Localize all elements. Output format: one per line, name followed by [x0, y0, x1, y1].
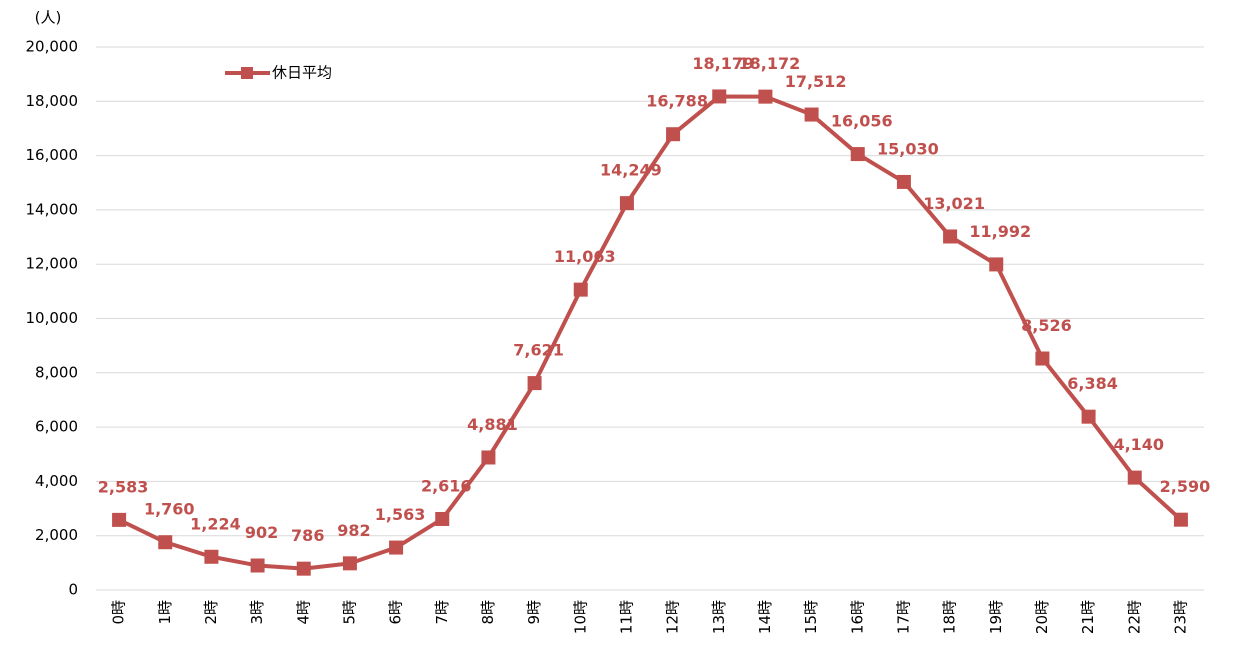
point: [666, 127, 681, 142]
x-tick-label: 20時: [1033, 600, 1051, 634]
value-label: 18,172: [739, 54, 801, 73]
point: [1035, 351, 1050, 366]
point: [481, 450, 496, 465]
point: [204, 549, 219, 564]
y-tick-label: 0: [68, 581, 78, 599]
value-label: 6,384: [1067, 374, 1118, 393]
x-tick-label: 12時: [664, 600, 682, 634]
point: [250, 558, 265, 573]
point: [1081, 409, 1096, 424]
point: [342, 556, 357, 571]
value-label: 11,992: [969, 222, 1031, 241]
point: [1173, 512, 1188, 527]
value-label: 13,021: [923, 194, 985, 213]
point: [1127, 470, 1142, 485]
point: [989, 257, 1004, 272]
point: [389, 540, 404, 555]
point: [712, 89, 727, 104]
value-label: 2,590: [1160, 477, 1211, 496]
legend-label: 休日平均: [272, 64, 332, 82]
value-label: 902: [245, 523, 278, 542]
value-label: 4,140: [1113, 435, 1164, 454]
x-tick-label: 17時: [894, 600, 912, 634]
x-tick-label: 1時: [156, 600, 174, 625]
value-label: 7,621: [513, 341, 564, 360]
point: [573, 282, 588, 297]
value-label: 1,224: [190, 514, 241, 533]
x-tick-label: 13時: [710, 600, 728, 634]
x-tick-label: 14時: [756, 600, 774, 634]
point: [850, 147, 865, 162]
x-tick-label: 16時: [848, 600, 866, 634]
y-tick-label: 12,000: [26, 255, 79, 273]
x-tick-label: 3時: [248, 600, 266, 625]
x-tick-label: 10時: [571, 600, 589, 634]
point: [619, 196, 634, 211]
value-label: 14,249: [600, 161, 662, 180]
value-label: 11,063: [554, 247, 616, 266]
y-tick-label: 18,000: [26, 92, 79, 110]
x-tick-label: 19時: [987, 600, 1005, 634]
x-tick-label: 9時: [525, 600, 543, 625]
point: [896, 174, 911, 189]
point: [158, 535, 173, 550]
point: [112, 512, 127, 527]
legend-marker: [241, 67, 253, 79]
value-label: 982: [337, 521, 370, 540]
y-tick-label: 6,000: [35, 418, 78, 436]
point: [758, 89, 773, 104]
y-axis-label: (人): [35, 9, 62, 27]
value-label: 2,583: [98, 477, 149, 496]
y-tick-label: 20,000: [26, 38, 79, 56]
x-tick-label: 0時: [110, 600, 128, 625]
value-label: 18,179: [692, 54, 754, 73]
value-label: 16,056: [831, 112, 893, 131]
x-tick-label: 15時: [802, 600, 820, 634]
value-label: 16,788: [646, 92, 708, 111]
point: [527, 376, 542, 391]
x-tick-label: 11時: [617, 600, 635, 634]
y-tick-label: 10,000: [26, 309, 79, 327]
value-label: 17,512: [785, 72, 847, 91]
value-label: 1,760: [144, 500, 195, 519]
x-tick-label: 23時: [1171, 600, 1189, 634]
y-tick-label: 8,000: [35, 363, 78, 381]
value-label: 8,526: [1021, 316, 1072, 335]
y-tick-label: 14,000: [26, 200, 79, 218]
x-tick-label: 2時: [202, 600, 220, 625]
value-label: 2,616: [421, 476, 472, 495]
point: [435, 511, 450, 526]
y-tick-label: 16,000: [26, 146, 79, 164]
value-label: 15,030: [877, 139, 939, 158]
x-tick-label: 21時: [1079, 600, 1097, 634]
x-tick-label: 4時: [294, 600, 312, 625]
x-tick-label: 7時: [433, 600, 451, 625]
series-line: [118, 94, 1183, 571]
point: [943, 229, 958, 244]
value-label: 4,881: [467, 415, 518, 434]
point: [804, 107, 819, 122]
x-tick-label: 18時: [941, 600, 959, 634]
y-tick-label: 4,000: [35, 472, 78, 490]
x-tick-label: 5時: [340, 600, 358, 625]
value-label: 1,563: [375, 505, 426, 524]
x-tick-label: 22時: [1125, 600, 1143, 634]
x-tick-label: 8時: [479, 600, 497, 625]
point: [296, 561, 311, 576]
y-tick-label: 2,000: [35, 526, 78, 544]
value-label: 786: [291, 526, 324, 545]
x-tick-label: 6時: [387, 600, 405, 625]
